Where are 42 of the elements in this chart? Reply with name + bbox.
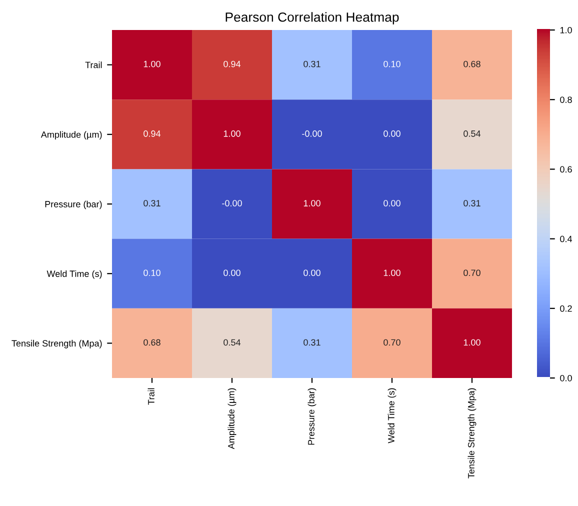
data-label: 0.31 [304, 60, 320, 68]
data-label: 0.68 [144, 339, 160, 346]
data-label: 1.00 [464, 339, 480, 346]
data-label: 0.70 [384, 339, 400, 346]
color-bar-label: 0.2 [560, 305, 572, 312]
data-label: -0.00 [302, 130, 322, 137]
x-tick-label: Tensile Strength (Mpa) [468, 388, 476, 478]
data-label: 0.31 [144, 200, 160, 206]
y-tick-label: Trail [85, 62, 102, 68]
data-label: 1.00 [224, 130, 240, 137]
chart-title: Pearson Correlation Heatmap [226, 12, 399, 24]
data-label: 0.94 [224, 60, 241, 68]
data-label: 0.31 [464, 200, 480, 206]
color-bar-label: 1.0 [560, 26, 572, 34]
data-label: 0.68 [464, 60, 480, 68]
data-label: 0.00 [304, 270, 320, 276]
y-tick-label: Amplitude (µm) [40, 131, 102, 140]
data-label: 1.00 [304, 200, 320, 206]
data-label: 1.00 [144, 60, 160, 68]
y-tick-label: Weld Time (s) [46, 270, 102, 279]
data-label: 0.94 [144, 130, 161, 137]
data-label: -0.00 [222, 200, 242, 206]
data-label: 0.00 [384, 130, 400, 137]
data-label: 0.70 [464, 270, 480, 276]
color-bar-label: 0.0 [560, 374, 572, 382]
color-bar-label: 0.4 [560, 236, 572, 242]
y-tick-label: Pressure (bar) [45, 200, 102, 210]
data-label: 0.54 [464, 130, 481, 137]
color-bar-label: 0.8 [560, 96, 572, 103]
x-tick-label: Amplitude (µm) [228, 388, 236, 450]
color-bar-label: 0.6 [560, 166, 572, 173]
data-label: 1.00 [384, 270, 400, 276]
x-tick-label: Weld Time (s) [388, 388, 396, 444]
data-label: 0.00 [224, 270, 240, 276]
y-tick-label: Tensile Strength (Mpa) [12, 340, 102, 348]
data-label: 0.31 [304, 339, 320, 346]
data-label: 0.54 [224, 339, 241, 346]
data-label: 0.00 [384, 200, 400, 206]
x-tick-label: Trail [148, 388, 154, 405]
x-tick-label: Pressure (bar) [308, 388, 316, 445]
data-label: 0.10 [144, 270, 160, 276]
data-label: 0.10 [384, 60, 400, 68]
